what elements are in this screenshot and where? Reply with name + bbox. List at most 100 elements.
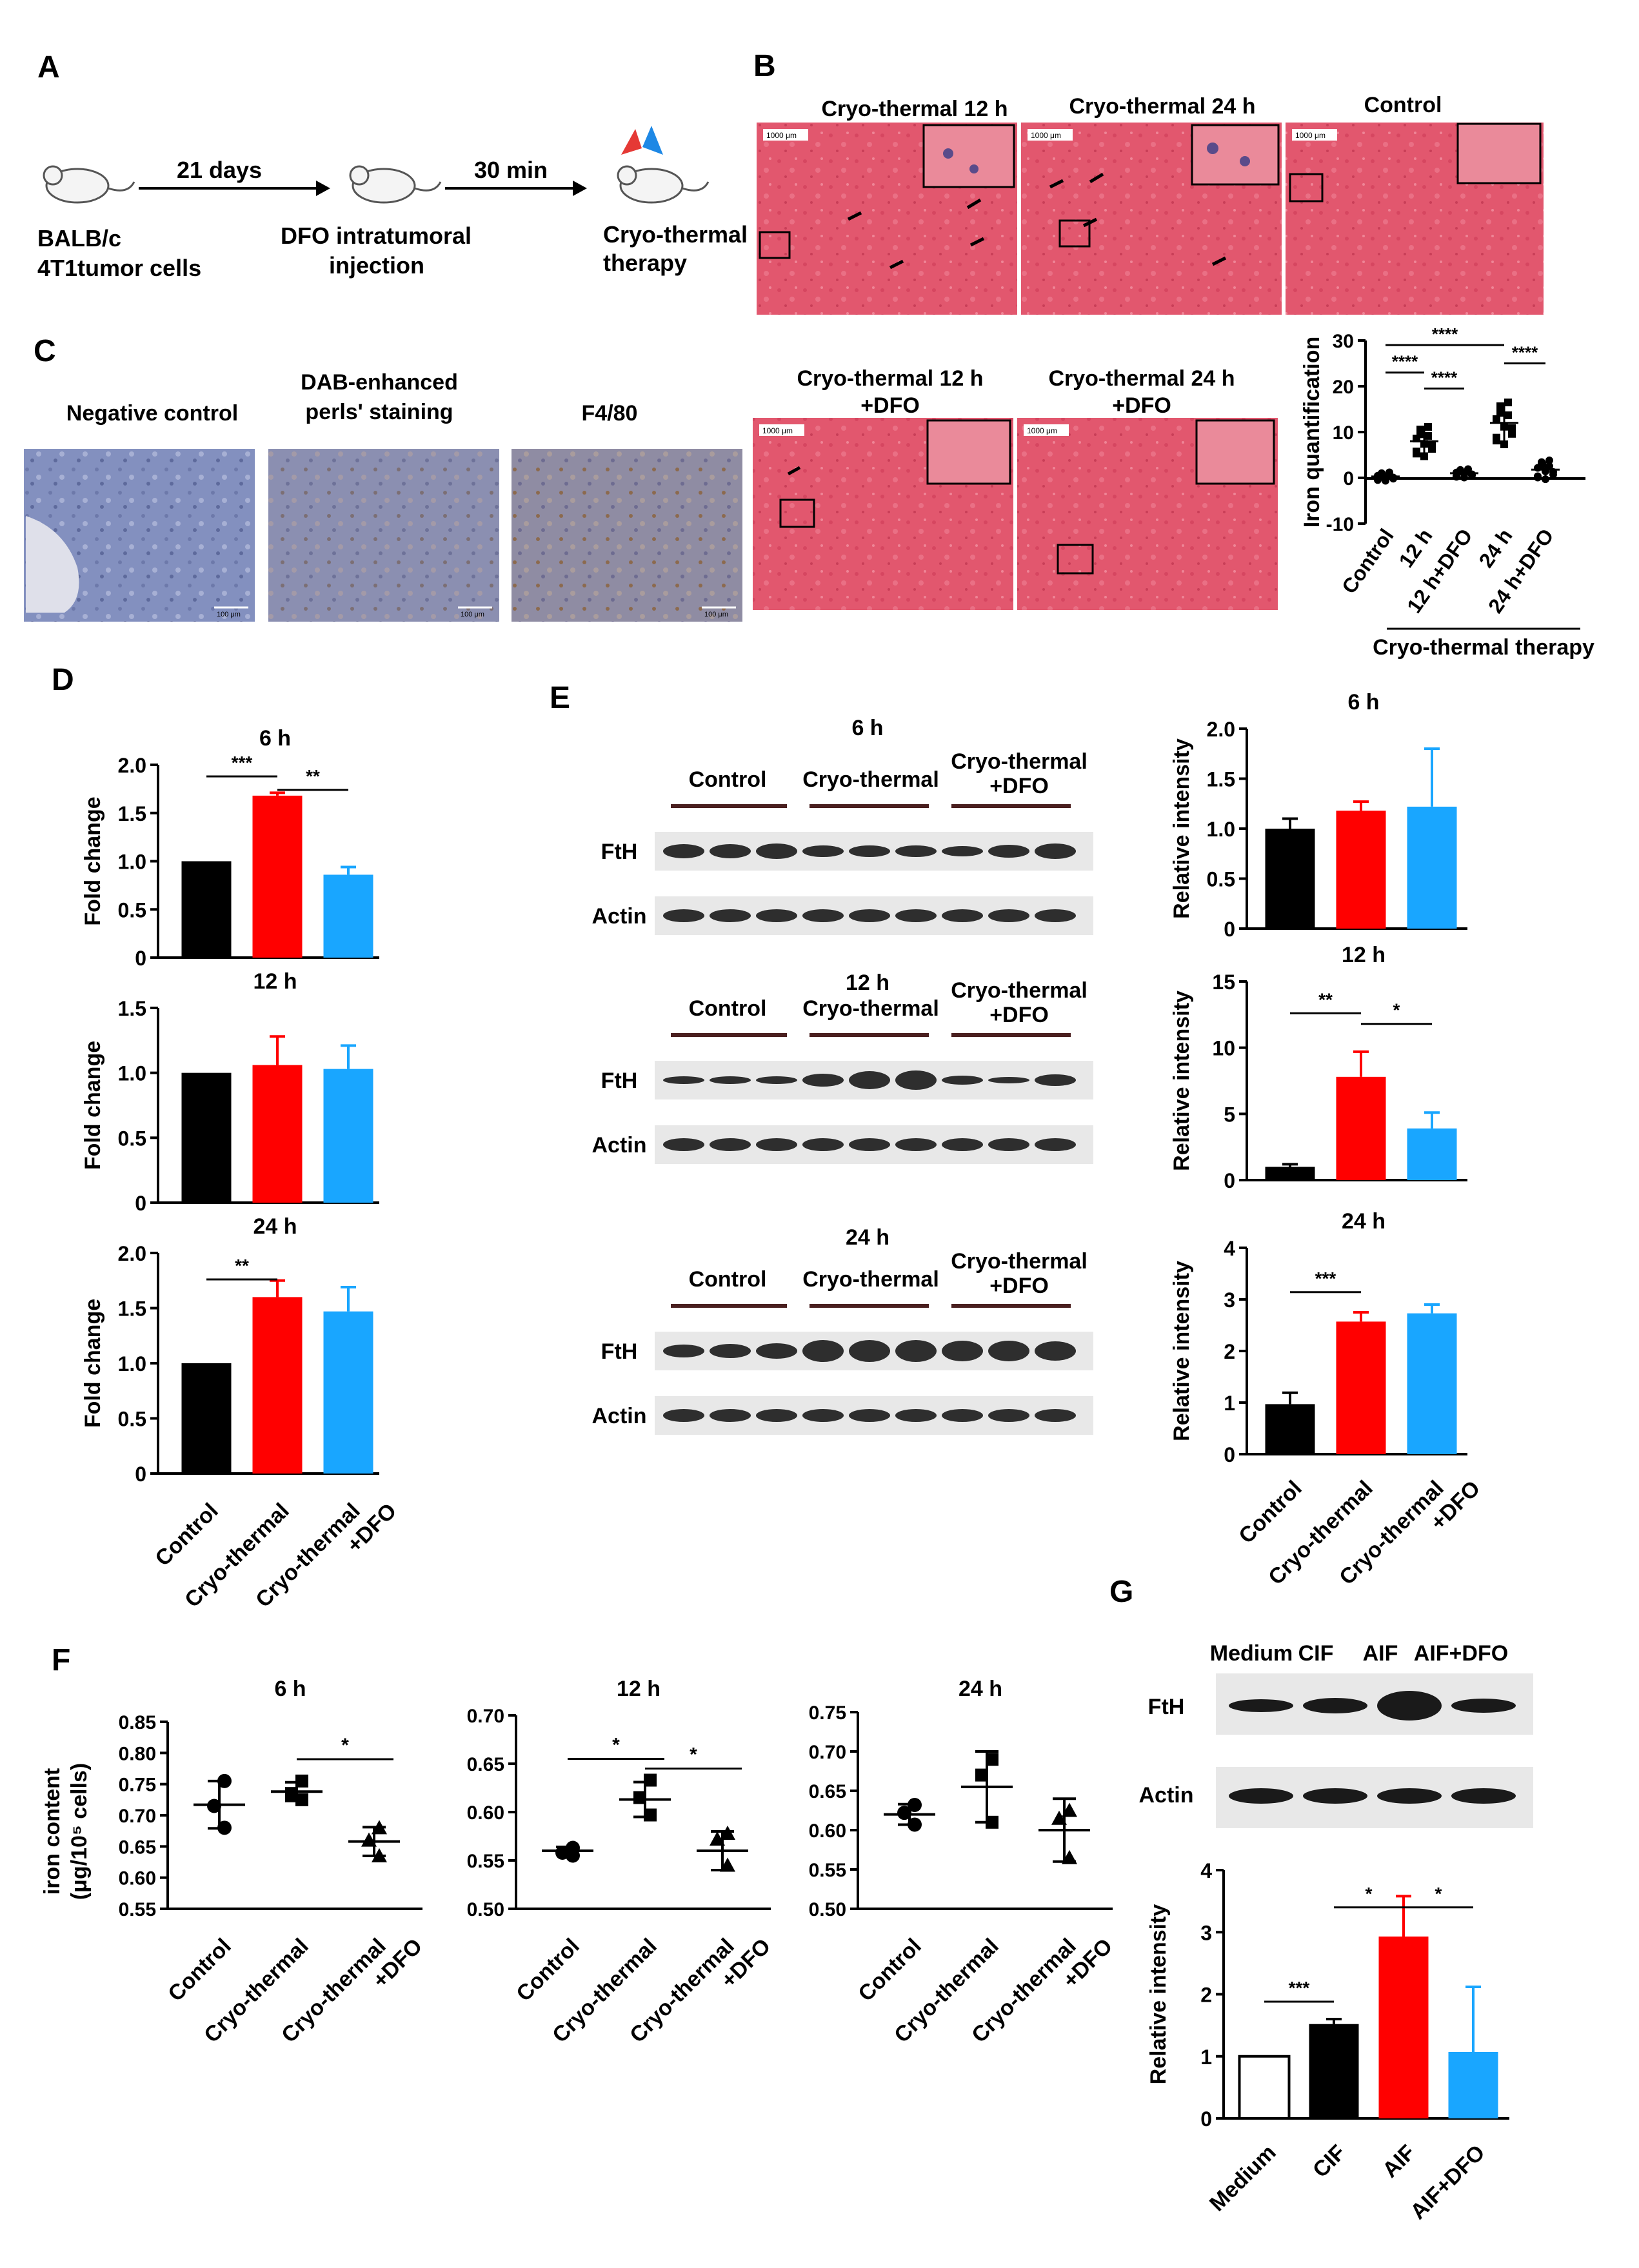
y-tick-label: 2.0 — [118, 1242, 146, 1265]
c-title-dab: DAB-enhanced — [301, 370, 458, 395]
blot-band — [1035, 1409, 1076, 1422]
data-point — [1545, 462, 1553, 470]
panel-label-d: D — [52, 663, 74, 697]
data-point — [1504, 411, 1512, 419]
mouse-icon — [43, 165, 135, 204]
scalebar-label: 100 μm — [704, 611, 728, 618]
x-tick-label: CIF — [1308, 2140, 1351, 2183]
data-point — [1500, 440, 1508, 449]
blot-band — [942, 1138, 983, 1151]
arrow-1-head — [316, 181, 330, 196]
y-tick-label: 0.5 — [118, 898, 146, 922]
chart-title: 6 h — [1347, 690, 1379, 715]
blot-band — [895, 1340, 937, 1362]
significance-label: *** — [1315, 1268, 1336, 1288]
blot-band — [849, 1071, 890, 1089]
data-point — [644, 1808, 657, 1822]
data-point — [1428, 440, 1436, 449]
blot-band — [942, 1409, 983, 1422]
blot-band — [942, 1341, 983, 1361]
y-axis-label: Relative intensity — [1169, 991, 1194, 1171]
blot-band — [849, 1409, 890, 1422]
y-axis-label: Fold change — [81, 1299, 105, 1428]
c-title-f480: F4/80 — [582, 401, 638, 426]
b-title-cryo24dfo-b: +DFO — [1112, 393, 1171, 418]
c-title-neg: Negative control — [66, 401, 238, 426]
data-point — [207, 1799, 221, 1813]
y-tick-label: 0.70 — [119, 1806, 156, 1827]
y-tick-label: 20 — [1333, 377, 1354, 398]
significance-label: ** — [1318, 989, 1333, 1009]
x-tick-label: Medium — [1205, 2140, 1281, 2216]
y-tick-label: 1.5 — [118, 1297, 146, 1321]
chart-title: 12 h — [1342, 943, 1386, 967]
x-tick-label-line: Medium — [1205, 2140, 1281, 2216]
y-tick-label: 1.0 — [118, 851, 146, 874]
y-tick-label: 0.5 — [1207, 868, 1235, 891]
y-tick-label: 1.0 — [118, 1062, 146, 1085]
blot-time-label: 12 h — [846, 971, 889, 995]
bar — [181, 1072, 232, 1203]
blot-band — [988, 1077, 1029, 1083]
blot-row-label: Actin — [592, 1404, 647, 1428]
data-point — [720, 1857, 735, 1872]
blot-row-label: FtH — [601, 1069, 638, 1093]
chart-title: 12 h — [617, 1677, 661, 1701]
significance-label: ** — [235, 1256, 249, 1276]
panel-label-a: A — [37, 50, 60, 84]
y-tick-label: 0.50 — [467, 1899, 504, 1920]
y-tick-label: 10 — [1333, 422, 1354, 444]
blot-band — [988, 1138, 1029, 1151]
blot-group-label: Cryo-thermal — [802, 996, 939, 1021]
blot-band — [802, 909, 844, 922]
y-tick-label: 0 — [1200, 2107, 1212, 2131]
data-point — [986, 1815, 998, 1829]
y-axis-label: Relative intensity — [1146, 1904, 1171, 2085]
chart-title: 24 h — [253, 1214, 297, 1239]
blot-row-label: FtH — [601, 840, 638, 864]
b-title-cryo12dfo: Cryo-thermal 12 h — [797, 366, 983, 391]
ihc-image-negative: 100 μm — [24, 449, 255, 622]
x-tick-label: Control — [1337, 524, 1398, 598]
data-point — [1413, 448, 1420, 456]
data-point — [1374, 475, 1382, 484]
y-tick-label: 0 — [135, 1192, 146, 1215]
y-tick-label: -10 — [1326, 514, 1354, 535]
x-tick-label: AIF — [1378, 2140, 1420, 2183]
significance-label: **** — [1431, 368, 1458, 388]
step2-label: DFO intratumoral — [281, 222, 472, 249]
blot-band — [1451, 1788, 1516, 1804]
bar — [323, 1311, 373, 1474]
data-point — [1496, 406, 1504, 414]
bar — [1265, 1167, 1315, 1180]
he-image-cryo24dfo: 1000 μm — [1017, 418, 1278, 610]
blot-band — [988, 1341, 1029, 1361]
significance-label: * — [341, 1735, 349, 1756]
blot-band — [756, 1409, 797, 1422]
data-point — [1493, 433, 1500, 442]
scalebar-label: 100 μm — [217, 611, 241, 618]
data-point — [372, 1848, 387, 1862]
x-tick-label: Control — [1234, 1476, 1306, 1548]
blot-row-label: FtH — [601, 1339, 638, 1364]
scalebar-label: 100 μm — [461, 611, 484, 618]
blot-band — [895, 1138, 937, 1151]
x-tick-label-line: Control — [853, 1934, 926, 2006]
blot-band — [663, 1409, 704, 1422]
bar — [1265, 1404, 1315, 1454]
blot-band — [802, 845, 844, 857]
blot-band — [710, 1409, 751, 1422]
data-point — [372, 1820, 387, 1835]
data-point — [1420, 452, 1428, 460]
bar — [181, 861, 232, 958]
arrow-1-label: 21 days — [177, 157, 262, 183]
y-tick-label: 5 — [1224, 1103, 1235, 1126]
panel-a: A BALB/c 4T1tumor cells 21 days DFO intr… — [37, 50, 748, 281]
y-tick-label: 1 — [1200, 2046, 1212, 2069]
blot-group-label: Medium — [1210, 1641, 1293, 1666]
bar — [1378, 1936, 1429, 2118]
f-ylabel-unit: (μg/10⁵ cells) — [67, 1763, 92, 1900]
blot-row-label: Actin — [1139, 1783, 1194, 1808]
y-tick-label: 0.60 — [809, 1820, 846, 1842]
